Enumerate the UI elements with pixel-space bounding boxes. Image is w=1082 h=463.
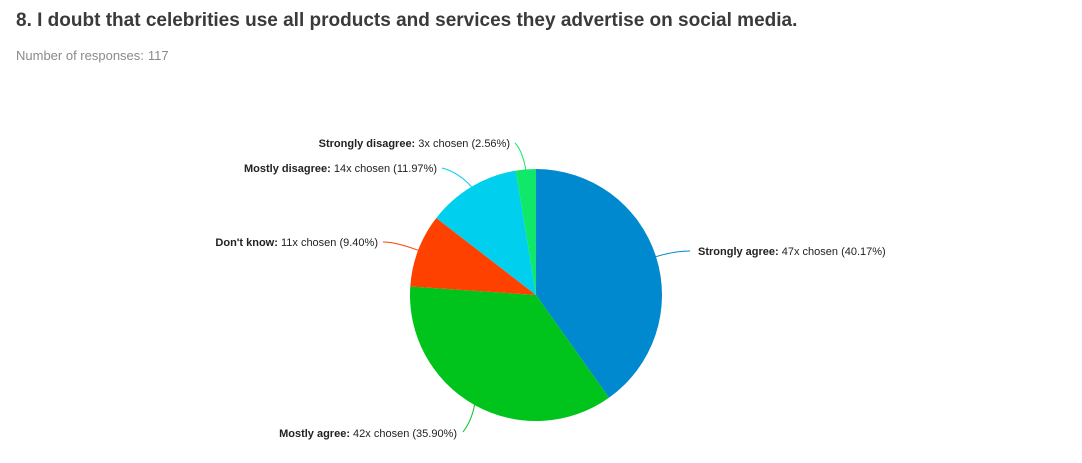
pie-slice-mostly-disagree <box>436 170 536 295</box>
slice-label-detail: 14x chosen (11.97%) <box>334 163 437 175</box>
slice-label: Strongly agree: 47x chosen (40.17%) <box>698 246 886 258</box>
slice-label-detail: 47x chosen (40.17%) <box>782 246 886 258</box>
pie-slices <box>410 169 663 422</box>
slice-label: Don't know: 11x chosen (9.40%) <box>215 237 378 249</box>
pie-slice-mostly-agree <box>410 286 609 422</box>
pie-slice-don-t-know <box>410 217 536 295</box>
responses-count: 117 <box>147 48 169 63</box>
leader-line <box>514 142 527 170</box>
slice-label: Mostly agree: 42x chosen (35.90%) <box>279 428 457 440</box>
slice-label-detail: 11x chosen (9.40%) <box>281 237 378 249</box>
pie-labels: Strongly agree: 47x chosen (40.17%) Mostl… <box>215 138 885 440</box>
leader-line <box>655 250 691 258</box>
pie-slice-strongly-agree <box>536 169 663 398</box>
responses-label: Number of responses: <box>16 48 144 63</box>
leader-line <box>382 241 419 251</box>
slice-label-detail: 42x chosen (35.90%) <box>353 428 457 440</box>
slice-label-detail: 3x chosen (2.56%) <box>418 138 510 150</box>
pie-slice-strongly-disagree <box>515 169 536 295</box>
slice-label: Strongly disagree: 3x chosen (2.56%) <box>319 138 510 150</box>
responses-summary: Number of responses: 117 <box>16 48 169 63</box>
pie-leader-lines <box>382 142 691 433</box>
slice-label-name: Strongly agree: <box>698 246 782 258</box>
leader-line <box>462 404 475 433</box>
slice-label: Mostly disagree: 14x chosen (11.97%) <box>244 163 437 175</box>
question-title: 8. I doubt that celebrities use all prod… <box>16 10 798 31</box>
slice-label-name: Don't know: <box>215 237 281 249</box>
leader-line <box>441 167 472 188</box>
slice-label-name: Mostly agree: <box>279 428 353 440</box>
slice-label-name: Mostly disagree: <box>244 163 334 175</box>
slice-label-name: Strongly disagree: <box>319 138 419 150</box>
